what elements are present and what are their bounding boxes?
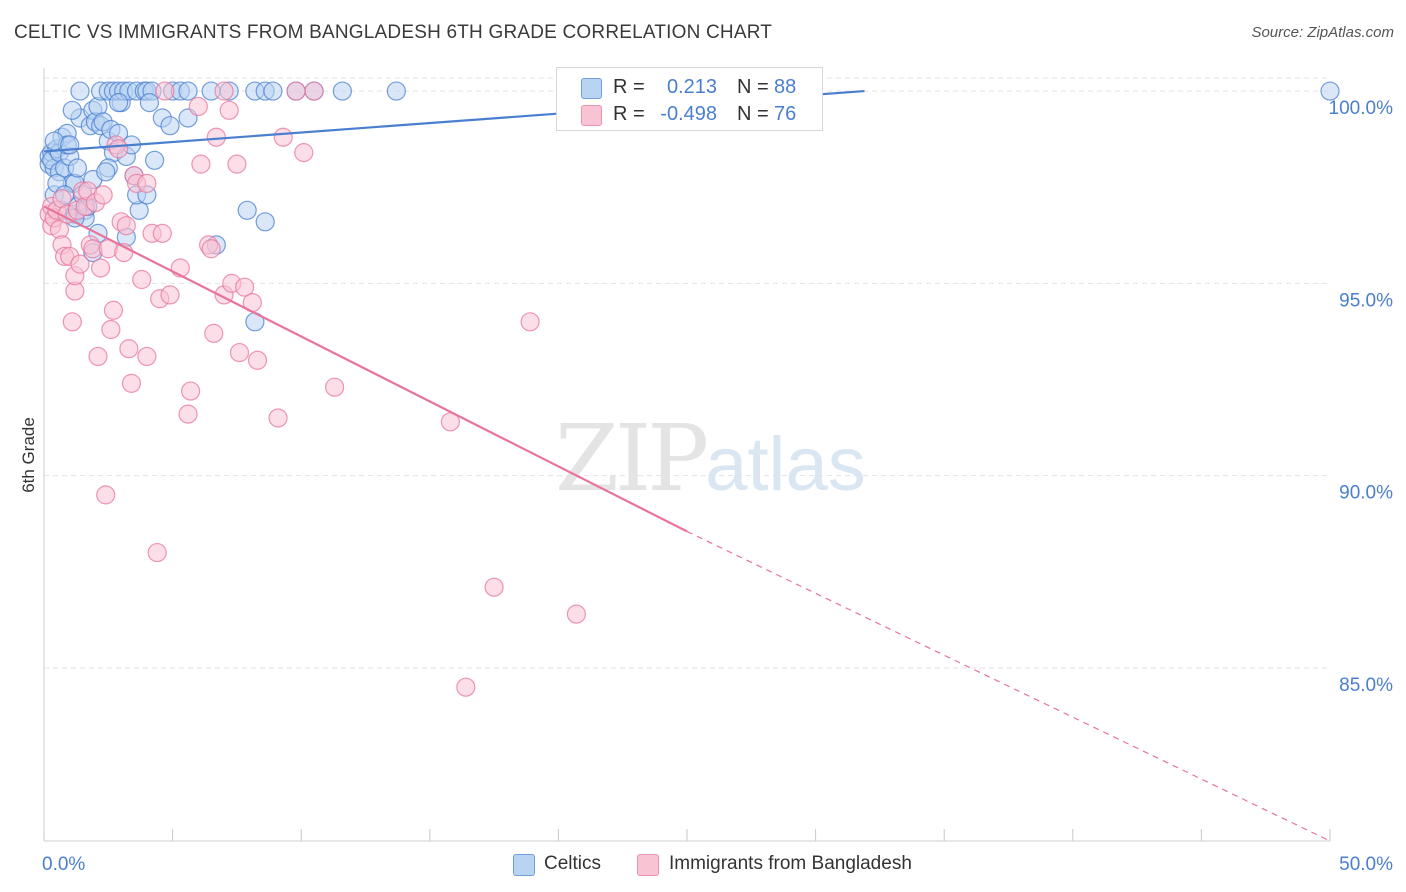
data-point: [214, 81, 234, 101]
data-point: [1320, 81, 1340, 101]
data-point: [160, 285, 180, 305]
data-point: [181, 381, 201, 401]
data-point: [286, 81, 306, 101]
data-point: [273, 127, 293, 147]
data-point: [520, 312, 540, 332]
data-point: [103, 300, 124, 320]
data-point: [90, 258, 111, 278]
y-axis-label: 6th Grade: [19, 417, 38, 493]
data-point: [155, 81, 175, 101]
data-point: [304, 81, 324, 101]
stats-r-label: R =: [613, 103, 645, 125]
data-point: [386, 81, 406, 101]
trend-lines: [43, 89, 1331, 842]
watermark: ZIPatlas: [555, 405, 866, 512]
data-point: [139, 93, 160, 113]
legend-label-bangladesh: Immigrants from Bangladesh: [669, 853, 912, 874]
data-point: [93, 185, 113, 205]
stats-row-bangladesh: R = -0.498 N = 76: [557, 101, 822, 129]
watermark-zip: ZIP: [555, 405, 709, 512]
stats-n-value: 88: [774, 76, 797, 98]
stats-n-label: N =: [737, 103, 769, 125]
data-point: [62, 100, 82, 120]
stats-swatch-celtics: [581, 78, 602, 99]
stats-n-value: 76: [774, 103, 797, 125]
data-point: [147, 542, 167, 563]
data-point: [67, 158, 88, 178]
data-point: [137, 173, 157, 193]
data-point: [60, 135, 80, 155]
y-tick-label: 90.0%: [1339, 483, 1393, 504]
stats-r-value: 0.213: [666, 76, 717, 98]
data-point: [116, 216, 136, 236]
stats-swatch-bangladesh: [581, 105, 602, 126]
data-point: [108, 93, 129, 113]
chart-source: Source: ZipAtlas.com: [1251, 24, 1394, 41]
data-point: [456, 677, 476, 697]
y-tick-labels: 100.0% 95.0% 90.0% 85.0%: [1329, 98, 1394, 696]
data-point: [96, 162, 116, 182]
y-tick-label: 85.0%: [1339, 675, 1393, 696]
data-point: [255, 212, 275, 232]
watermark-atlas: atlas: [705, 422, 866, 507]
legend-swatch-bangladesh: [637, 854, 659, 876]
legend: Celtics Immigrants from Bangladesh: [0, 851, 1406, 879]
data-point: [160, 116, 180, 136]
data-point: [263, 81, 283, 101]
x-tick-label-max: 50.0%: [1339, 854, 1393, 875]
data-point: [152, 223, 172, 243]
data-point: [332, 81, 352, 101]
y-tick-label: 100.0%: [1329, 98, 1394, 119]
data-point: [70, 254, 90, 274]
data-point: [237, 200, 257, 220]
data-point: [108, 139, 129, 159]
stats-n-label: N =: [737, 76, 769, 98]
data-point: [178, 81, 198, 101]
data-point: [96, 485, 116, 505]
legend-swatch-celtics: [513, 854, 535, 876]
data-point: [201, 239, 221, 259]
stats-row-celtics: R = 0.213 N = 88: [557, 74, 822, 102]
data-point: [70, 81, 90, 101]
y-tick-label: 95.0%: [1339, 290, 1393, 311]
axes: [43, 68, 1330, 842]
data-point: [227, 154, 247, 174]
trend-line-extension: [686, 530, 1331, 842]
trend-line: [43, 205, 688, 533]
data-point: [204, 323, 224, 343]
legend-label-celtics: Celtics: [544, 853, 602, 874]
data-point: [121, 373, 142, 393]
data-point: [88, 346, 108, 367]
data-point: [566, 604, 587, 624]
data-point: [229, 342, 250, 363]
data-point: [144, 150, 165, 170]
stats-box: R = 0.213 N = 88 R = -0.498 N = 76: [556, 67, 823, 131]
data-point: [178, 404, 198, 424]
data-point: [484, 577, 504, 597]
x-tick-label-min: 0.0%: [42, 854, 85, 875]
data-point: [191, 154, 211, 174]
data-point: [119, 339, 139, 359]
data-point: [101, 319, 121, 340]
stats-r-label: R =: [613, 76, 645, 98]
data-point: [132, 269, 152, 290]
data-point: [325, 377, 345, 397]
data-point: [294, 143, 314, 163]
data-point: [137, 346, 157, 367]
data-point: [268, 408, 288, 428]
chart-title: CELTIC VS IMMIGRANTS FROM BANGLADESH 6TH…: [14, 22, 773, 43]
data-point: [235, 277, 255, 297]
series-immigrants-from-bangladesh: [39, 81, 587, 697]
data-point: [62, 312, 82, 332]
stats-r-value: -0.498: [660, 103, 717, 125]
x-ticks: [43, 829, 1331, 841]
data-point: [188, 96, 208, 117]
data-point: [247, 350, 268, 370]
data-point: [219, 100, 239, 120]
